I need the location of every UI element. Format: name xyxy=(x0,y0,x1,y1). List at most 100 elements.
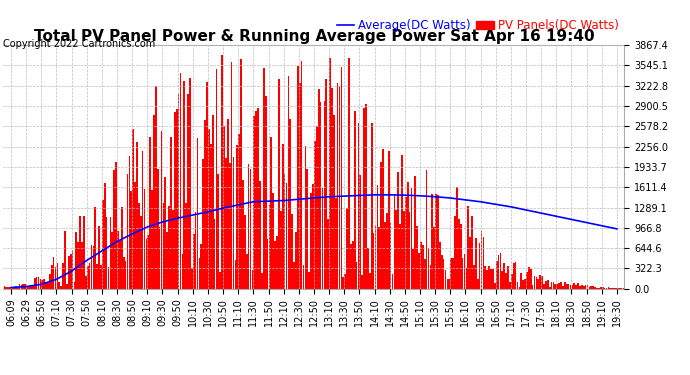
Bar xyxy=(405,196,406,289)
Bar xyxy=(515,262,516,289)
Bar xyxy=(51,266,52,289)
Bar xyxy=(148,235,149,289)
Bar xyxy=(186,202,187,289)
Bar xyxy=(359,175,361,289)
Bar xyxy=(395,210,397,289)
Bar xyxy=(530,269,531,289)
Bar xyxy=(174,112,176,289)
Bar xyxy=(454,216,456,289)
Bar xyxy=(288,76,289,289)
Bar xyxy=(181,254,184,289)
Bar xyxy=(578,284,579,289)
Bar xyxy=(6,287,7,289)
Bar xyxy=(312,184,314,289)
Bar xyxy=(26,286,28,289)
Bar xyxy=(74,282,75,289)
Bar xyxy=(326,79,327,289)
Bar xyxy=(380,162,382,289)
Bar xyxy=(223,126,225,289)
Bar xyxy=(267,239,268,289)
Bar xyxy=(329,58,331,289)
Bar xyxy=(371,123,373,289)
Bar xyxy=(566,284,568,289)
Bar xyxy=(549,287,551,289)
Bar xyxy=(134,182,136,289)
Bar xyxy=(558,283,560,289)
Bar xyxy=(356,262,357,289)
Bar xyxy=(333,115,335,289)
Bar xyxy=(433,228,435,289)
Bar xyxy=(46,282,47,289)
Bar xyxy=(418,253,420,289)
Bar xyxy=(39,279,41,289)
Bar xyxy=(437,195,439,289)
Bar xyxy=(201,244,202,289)
Bar xyxy=(397,172,399,289)
Bar xyxy=(377,185,378,289)
Bar xyxy=(128,156,130,289)
Bar xyxy=(23,284,24,289)
Bar xyxy=(388,151,390,289)
Bar xyxy=(382,149,384,289)
Bar xyxy=(278,79,279,289)
Bar xyxy=(538,279,539,289)
Bar xyxy=(275,241,276,289)
Bar xyxy=(564,282,566,289)
Bar xyxy=(8,287,9,289)
Bar xyxy=(189,78,191,289)
Bar xyxy=(248,164,250,289)
Bar xyxy=(104,183,106,289)
Bar xyxy=(19,284,21,289)
Bar xyxy=(448,279,450,289)
Bar xyxy=(47,283,49,289)
Bar xyxy=(70,254,72,289)
Bar xyxy=(130,191,132,289)
Bar xyxy=(492,269,494,289)
Bar xyxy=(297,66,299,289)
Bar xyxy=(342,277,344,289)
Bar xyxy=(242,180,244,289)
Bar xyxy=(108,267,110,289)
Bar xyxy=(426,170,427,289)
Bar xyxy=(304,146,306,289)
Bar xyxy=(613,288,615,289)
Bar xyxy=(462,258,464,289)
Bar xyxy=(153,115,155,289)
Bar xyxy=(113,170,115,289)
Bar xyxy=(617,288,619,289)
Bar xyxy=(206,82,208,289)
Bar xyxy=(163,203,164,289)
Bar xyxy=(444,270,446,289)
Bar xyxy=(451,258,452,289)
Bar xyxy=(443,259,444,289)
Bar xyxy=(607,287,609,289)
Bar xyxy=(365,104,367,289)
Bar xyxy=(9,287,11,289)
Bar xyxy=(291,214,293,289)
Bar xyxy=(64,231,66,289)
Bar xyxy=(600,287,602,289)
Bar xyxy=(344,273,346,289)
Bar xyxy=(430,265,431,289)
Bar xyxy=(293,262,295,289)
Bar xyxy=(475,238,477,289)
Bar xyxy=(401,155,403,289)
Bar xyxy=(486,270,488,289)
Bar xyxy=(346,208,348,289)
Bar xyxy=(100,265,102,289)
Bar xyxy=(212,115,213,289)
Bar xyxy=(585,285,586,289)
Bar xyxy=(354,111,355,289)
Bar xyxy=(30,285,32,289)
Bar xyxy=(79,216,81,289)
Bar xyxy=(233,157,235,289)
Bar xyxy=(43,279,45,289)
Bar xyxy=(378,227,380,289)
Bar xyxy=(553,282,554,289)
Bar xyxy=(115,162,117,289)
Bar xyxy=(373,232,375,289)
Bar xyxy=(59,282,60,289)
Bar xyxy=(393,194,395,289)
Bar xyxy=(3,286,6,289)
Bar xyxy=(431,194,433,289)
